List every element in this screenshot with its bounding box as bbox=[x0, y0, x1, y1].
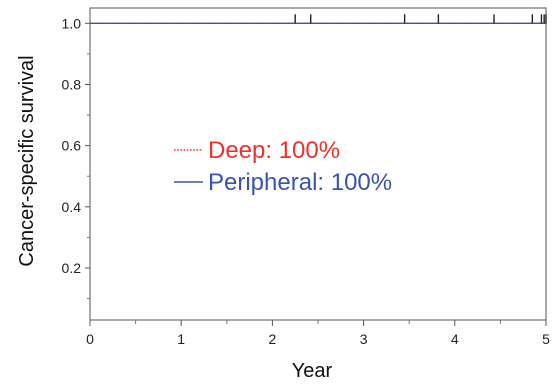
y-axis-ticks: 0.2 0.4 0.6 0.8 1.0 bbox=[62, 15, 90, 300]
y-tick-label: 1.0 bbox=[62, 15, 82, 31]
x-tick-label: 1 bbox=[177, 331, 185, 347]
y-tick-label: 0.6 bbox=[62, 138, 82, 154]
x-tick-label: 4 bbox=[451, 331, 459, 347]
censor-marks bbox=[294, 14, 547, 24]
x-tick-label: 2 bbox=[269, 331, 277, 347]
y-tick-label: 0.8 bbox=[62, 76, 82, 92]
x-axis-ticks: 0 1 2 3 4 5 bbox=[86, 320, 550, 347]
legend-label-deep: Deep: 100% bbox=[208, 137, 340, 164]
plot-area bbox=[89, 7, 547, 321]
legend-label-peripheral: Peripheral: 100% bbox=[208, 169, 392, 196]
x-tick-label: 3 bbox=[360, 331, 368, 347]
y-axis-title: Cancer-specific survival bbox=[16, 55, 38, 266]
y-tick-label: 0.4 bbox=[62, 199, 82, 215]
y-tick-label: 0.2 bbox=[62, 260, 82, 276]
x-tick-label: 5 bbox=[542, 331, 550, 347]
legend: Deep: 100% Peripheral: 100% bbox=[174, 137, 392, 196]
x-axis-title: Year bbox=[292, 360, 333, 382]
x-tick-label: 0 bbox=[86, 331, 94, 347]
